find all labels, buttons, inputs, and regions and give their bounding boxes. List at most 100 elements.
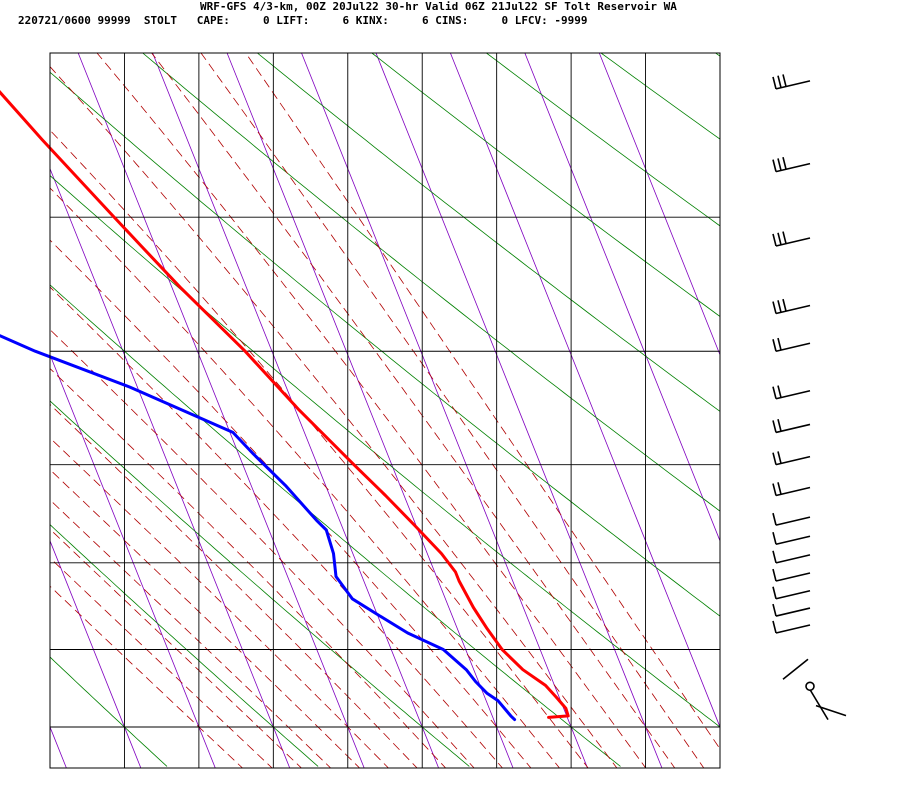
dry-adiabat-line [371,53,720,317]
wind-barb-shaft [775,455,811,466]
moist-adiabat-line [50,239,532,768]
wind-barb-shaft [775,237,811,247]
moist-adiabat-line [50,499,332,768]
wind-barbs [772,74,847,721]
wind-barb-shaft [775,162,811,173]
wind-barb-feather [772,420,777,433]
isotherm-line [77,53,365,768]
moist-adiabat-line [50,469,361,768]
dry-adiabat-line [50,524,319,767]
moist-adiabat-line [50,403,418,768]
dry-adiabat-line [257,53,720,412]
wind-barb-shaft [775,80,811,90]
wind-barb-shaft [775,572,811,582]
wind-barb-shaft [775,624,811,634]
isotherm-line [301,53,588,768]
wind-barb [772,512,811,526]
isotherm-line [450,53,720,729]
background-lines [0,52,900,768]
moist-adiabat-line [200,53,705,768]
moist-adiabat-line [50,66,618,768]
wind-barb [772,482,811,497]
wind-barb-shaft [809,689,829,721]
wind-barb-shaft [775,589,811,600]
wind-barb-feather [777,482,782,495]
sounding-traces [0,90,570,722]
wind-barb-feather [782,231,787,244]
wind-barb-feather [772,586,777,599]
isotherm-line [524,53,720,542]
wind-barb [772,157,811,173]
plot-frame [49,52,721,769]
dry-adiabat-line [142,53,720,512]
moist-adiabat-line [245,53,720,750]
wind-barb-shaft [775,423,811,434]
isotherm-line [50,353,216,768]
wind-barb [772,451,811,466]
moist-adiabat-line [50,286,503,768]
wind-barb-feather [777,337,782,351]
isotherm-line [226,53,514,768]
wind-barb [772,550,811,564]
wind-barb-feather [777,300,782,313]
wind-barb-feather [772,301,777,314]
wind-barb-feather [772,159,777,172]
wind-barb [772,568,811,582]
isotherm-line [50,167,291,768]
wind-barb-feather [772,452,777,465]
wind-barb-feather [777,75,782,88]
wind-barb-feather [777,158,782,171]
isotherm-line [375,53,663,768]
temperature-trace [0,90,570,719]
stability-indices: 220721/0600 99999 STOLT CAPE: 0 LIFT: 6 … [18,14,588,27]
dry-adiabat-line [50,175,720,728]
wind-barb-shaft [775,516,811,526]
moist-adiabat-line [50,129,589,768]
chart-title: WRF-GFS 4/3-km, 00Z 20Jul22 30-hr Valid … [200,0,677,13]
clipped-background [0,53,900,768]
wind-barb-shaft [775,486,811,497]
wind-barb-flag [815,704,847,717]
dry-adiabat-line [50,400,470,767]
wind-barb-feather [777,232,782,245]
wind-barb [772,298,811,315]
moist-adiabat-line [151,53,676,768]
dry-adiabat-line [0,53,16,766]
wind-barb-feather [772,339,777,352]
moist-adiabat-line [50,367,447,768]
dry-adiabat-line [50,656,168,767]
wind-barb-feather [777,451,782,464]
wind-barb-feather [772,550,777,564]
wind-barb-shaft [775,389,811,400]
wind-barb-shaft [775,554,811,564]
wind-barb-feather [772,483,777,496]
wind-barb-shaft [775,535,811,546]
wind-barb-feather [772,603,777,617]
dewpoint-trace [0,334,517,722]
wind-barb [772,385,811,400]
isotherm-line [152,53,439,768]
wind-barb-feather [772,76,777,90]
moist-adiabat-line [50,528,302,768]
isotherm-line [50,539,142,768]
calm-wind-circle [805,681,815,692]
wind-barb-feather [782,157,787,170]
wind-barb-shaft [775,342,811,353]
dry-adiabat-line [830,53,900,766]
wind-barb [772,603,811,617]
wind-barb [772,419,811,434]
dry-adiabat-line [50,71,720,617]
wind-barb [809,689,847,721]
wind-barb [772,231,811,247]
moist-adiabat-line [50,585,244,768]
wind-barb-shaft [775,304,811,315]
wind-barb-feather [772,512,777,526]
moist-adiabat-line [96,53,647,768]
moist-adiabat-line [50,437,389,768]
moist-adiabat-line [50,557,273,768]
wind-barb-feather [772,532,777,545]
wind-barb-feather [782,74,787,87]
moist-adiabat-line [50,329,475,768]
wind-barb-feather [772,233,777,247]
